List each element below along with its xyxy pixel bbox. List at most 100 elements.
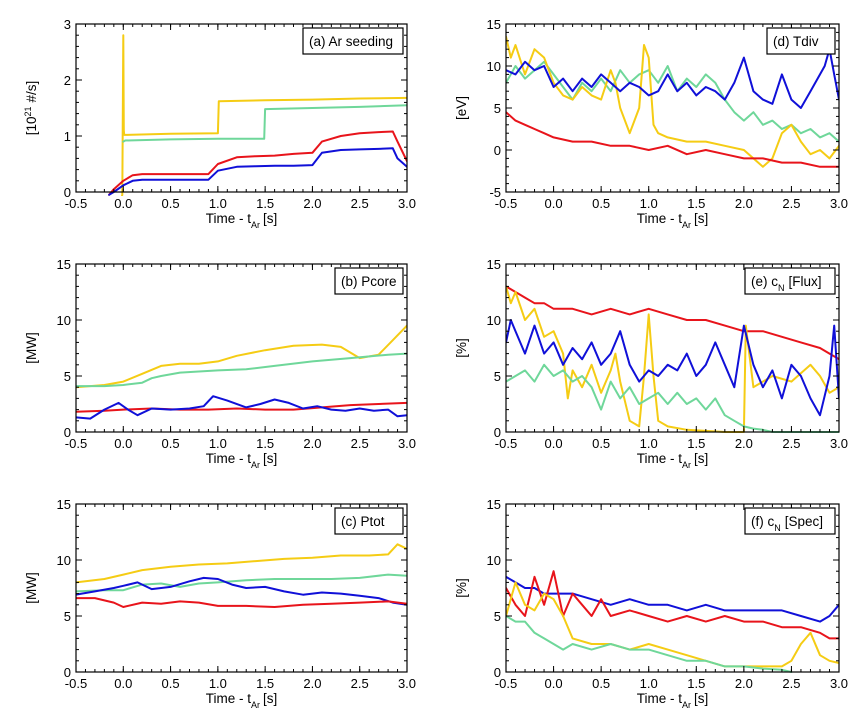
x-tick-label: 1.0 — [209, 676, 227, 691]
y-tick-label: 5 — [494, 369, 501, 384]
panel-title-box — [302, 27, 404, 55]
series-group — [76, 324, 407, 420]
x-tick-label: 0.0 — [545, 196, 563, 211]
y-axis-label: [1021#/s] — [23, 81, 39, 136]
x-axis-label: Time - tAr [s] — [206, 451, 278, 470]
panel-title-box — [334, 507, 404, 535]
panel-b: -0.5 0.0 0.5 1.0 1.5 2.0 2.5 3.0 0 5 10 15 Time - tA… — [24, 257, 416, 470]
x-axis-label: Time - tAr [s] — [206, 691, 278, 710]
x-tick-label: -0.5 — [65, 196, 87, 211]
y-tick-label: -5 — [489, 185, 501, 200]
y-tick-label: 10 — [487, 313, 501, 328]
series-line-3 — [506, 615, 793, 673]
y-tick-label: 5 — [494, 101, 501, 116]
panel-title: (b) Pcore — [341, 274, 397, 289]
y-tick-label: 5 — [64, 369, 71, 384]
y-axis-label: [%] — [454, 578, 469, 598]
x-tick-label: 0.5 — [592, 676, 610, 691]
x-tick-label: 0.5 — [162, 196, 180, 211]
y-tick-label: 0 — [494, 665, 501, 680]
x-tick-label: 2.5 — [782, 676, 800, 691]
series-line-0 — [120, 34, 407, 196]
x-tick-label: 2.0 — [735, 436, 753, 451]
panel-e: -0.5 0.0 0.5 1.0 1.5 2.0 2.5 3.0 0 5 10 15 Time - tA… — [454, 257, 848, 470]
plot-frame — [505, 503, 840, 673]
y-tick-label: 10 — [57, 553, 71, 568]
series-group — [108, 34, 407, 196]
y-tick-label: 0 — [64, 665, 71, 680]
x-tick-label: 2.0 — [303, 436, 321, 451]
y-tick-label: 1 — [64, 129, 71, 144]
y-tick-label: 15 — [57, 497, 71, 512]
series-line-2 — [76, 576, 407, 606]
x-tick-label: 1.0 — [640, 436, 658, 451]
series-group — [76, 543, 407, 608]
series-line-3 — [506, 111, 839, 168]
series-line-1 — [122, 104, 407, 143]
plot-frame — [75, 503, 408, 673]
y-axis-label: [MW] — [24, 332, 39, 364]
panel-title-box — [744, 267, 836, 295]
y-tick-label: 2 — [64, 73, 71, 88]
x-axis-label: Time - tAr [s] — [637, 691, 709, 710]
x-tick-label: 3.0 — [398, 676, 416, 691]
y-axis-label: [eV] — [454, 96, 469, 120]
y-tick-label: 15 — [57, 257, 71, 272]
x-tick-label: 3.0 — [830, 196, 848, 211]
x-tick-label: 1.5 — [256, 436, 274, 451]
series-line-2 — [108, 130, 407, 196]
series-line-1 — [76, 573, 407, 593]
series-line-2 — [506, 48, 839, 109]
y-tick-label: 0 — [494, 143, 501, 158]
x-tick-label: -0.5 — [495, 676, 517, 691]
x-tick-label: 0.5 — [162, 676, 180, 691]
panel-a: -0.5 0.0 0.5 1.0 1.5 2.0 2.5 3.0 0 1 2 3 Time - tAr[… — [23, 17, 416, 230]
x-tick-label: 0.0 — [545, 676, 563, 691]
x-tick-label: 0.5 — [592, 196, 610, 211]
series-line-2 — [506, 319, 839, 417]
x-tick-label: 3.0 — [830, 436, 848, 451]
series-line-0 — [506, 60, 839, 143]
x-tick-label: 2.5 — [782, 436, 800, 451]
x-tick-label: 3.0 — [398, 436, 416, 451]
x-tick-label: 0.5 — [162, 436, 180, 451]
x-tick-label: 1.0 — [209, 196, 227, 211]
y-tick-label: 15 — [487, 257, 501, 272]
series-line-3 — [76, 395, 407, 420]
x-tick-label: 1.5 — [687, 196, 705, 211]
x-tick-label: 0.5 — [592, 436, 610, 451]
x-tick-label: 1.0 — [640, 196, 658, 211]
x-tick-label: 2.0 — [735, 676, 753, 691]
series-line-3 — [108, 147, 407, 196]
plot-frame — [75, 263, 408, 433]
x-tick-label: 1.0 — [640, 676, 658, 691]
series-line-2 — [506, 581, 839, 668]
panel-d: -0.5 0.0 0.5 1.0 1.5 2.0 2.5 3.0 -5 0 5 10 15 Time - … — [454, 17, 848, 230]
plot-frame — [505, 263, 840, 433]
series-line-0 — [76, 543, 407, 584]
plot-frame — [75, 23, 408, 193]
x-tick-label: 1.5 — [256, 196, 274, 211]
x-tick-label: 0.0 — [545, 436, 563, 451]
x-tick-label: 2.0 — [303, 196, 321, 211]
x-tick-label: 0.0 — [114, 436, 132, 451]
x-tick-label: -0.5 — [65, 676, 87, 691]
y-tick-label: 10 — [57, 313, 71, 328]
panel-title: (d) Tdiv — [773, 34, 819, 49]
series-group — [506, 35, 839, 168]
panel-f: -0.5 0.0 0.5 1.0 1.5 2.0 2.5 3.0 0 5 10 15 Time - tA… — [454, 497, 848, 710]
series-line-2 — [76, 401, 407, 413]
x-tick-label: 1.5 — [687, 436, 705, 451]
panel-c: -0.5 0.0 0.5 1.0 1.5 2.0 2.5 3.0 0 5 10 15 Time - tA… — [24, 497, 416, 710]
y-tick-label: 15 — [487, 17, 501, 32]
series-line-1 — [506, 35, 839, 168]
x-axis-label: Time - tAr [s] — [206, 211, 278, 230]
series-line-0 — [76, 324, 407, 389]
series-line-0 — [506, 285, 839, 361]
series-line-1 — [76, 352, 407, 388]
x-tick-label: 0.0 — [114, 196, 132, 211]
y-axis-label: [%] — [454, 338, 469, 358]
y-axis-label: [MW] — [24, 572, 39, 604]
panel-title: (a) Ar seeding — [309, 34, 393, 49]
x-tick-label: -0.5 — [65, 436, 87, 451]
